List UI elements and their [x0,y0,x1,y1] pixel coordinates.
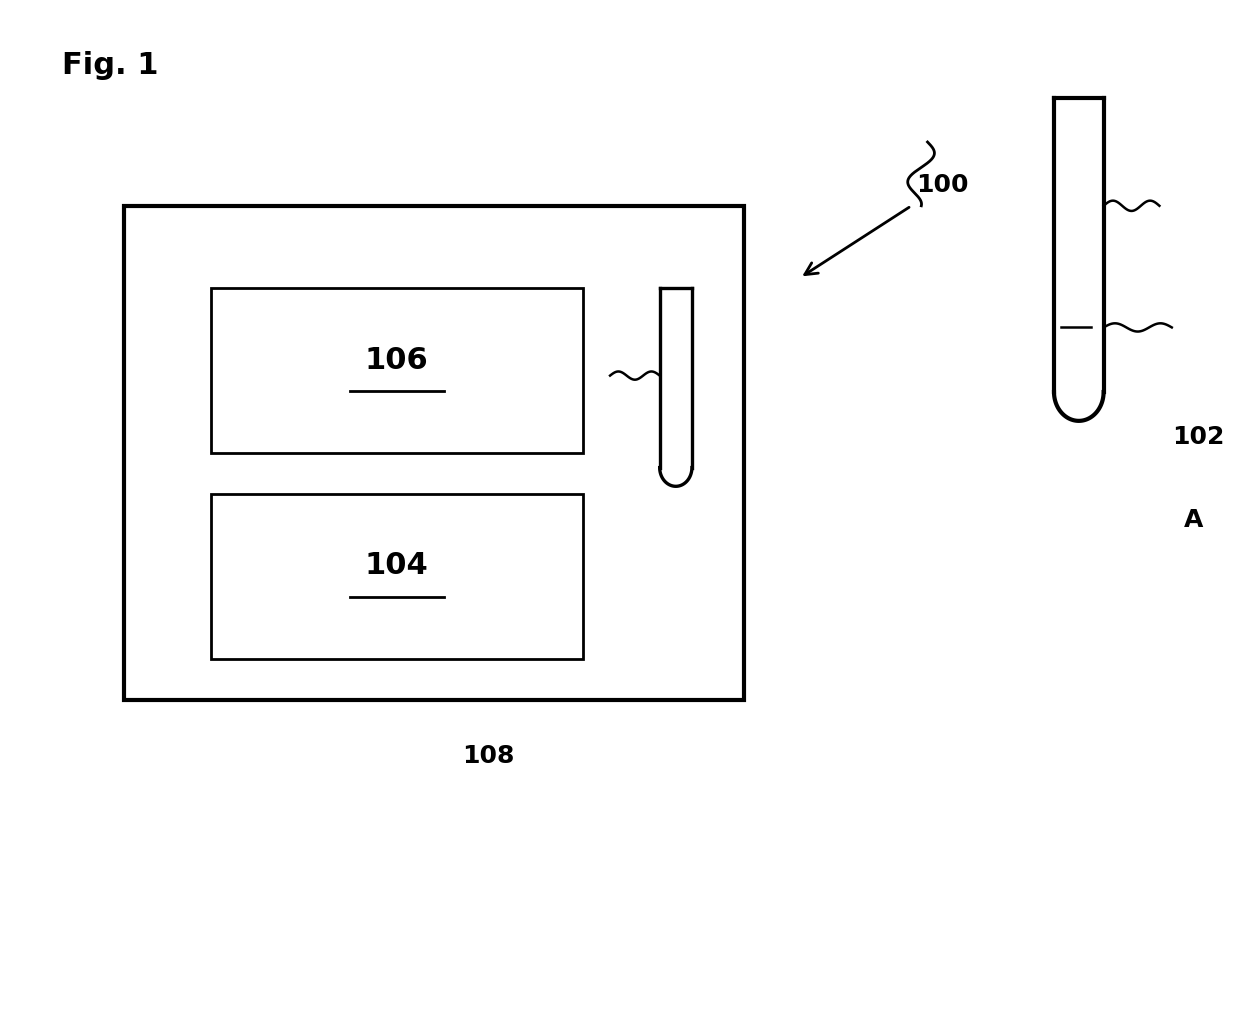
Text: 108: 108 [463,744,515,769]
Text: 106: 106 [365,346,429,375]
Text: A: A [1184,507,1204,532]
Text: Fig. 1: Fig. 1 [62,51,159,80]
Bar [124,206,744,700]
Bar [211,494,583,659]
Text: 100: 100 [916,173,968,198]
Text: 102: 102 [1172,425,1224,450]
Bar [211,288,583,453]
Text: 104: 104 [365,552,429,580]
